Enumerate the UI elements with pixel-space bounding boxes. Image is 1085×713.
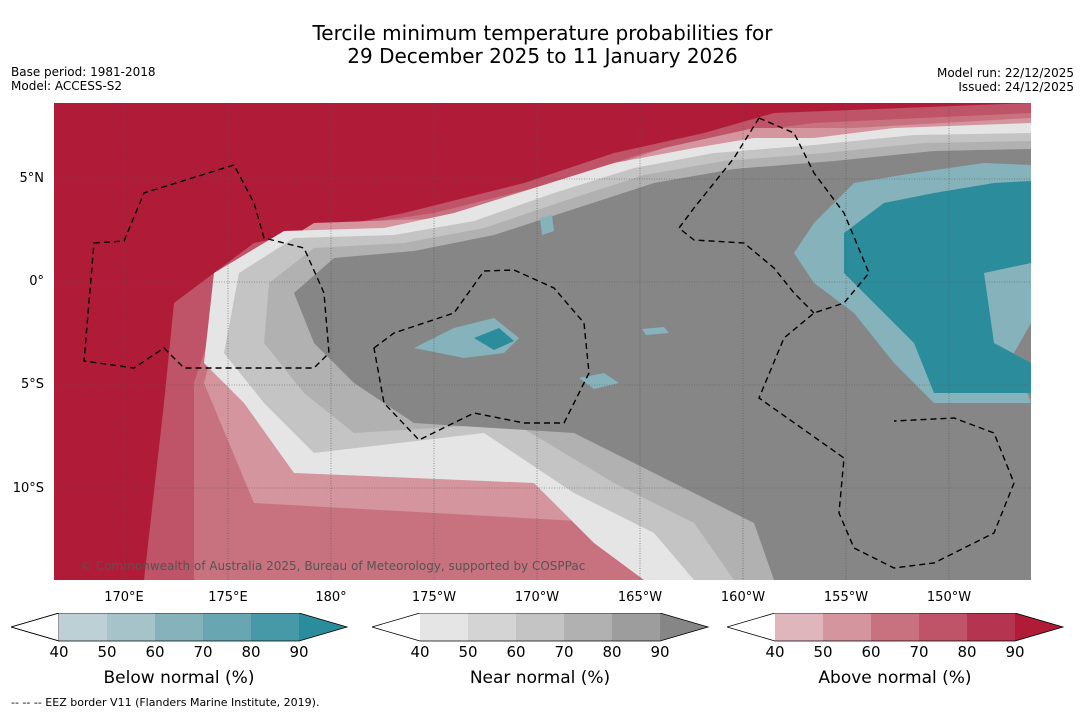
graticule: [54, 103, 1031, 580]
lat-label-0: 0°: [29, 274, 44, 289]
near-tick-70: 70: [554, 643, 574, 661]
map-title: Tercile minimum temperature probabilitie…: [0, 22, 1085, 68]
lon-label-155w: 155°W: [823, 590, 869, 605]
above-tick-60: 60: [861, 643, 881, 661]
lon-label-165w: 165°W: [617, 590, 663, 605]
probability-map: © Commonwealth of Australia 2025, Bureau…: [54, 103, 1031, 580]
map-canvas: [54, 103, 1031, 580]
below-tick-60: 60: [145, 643, 165, 661]
colorbar-above: [727, 613, 1065, 643]
lon-label-150w: 150°W: [926, 590, 972, 605]
below-patch-mid-core: [474, 328, 514, 350]
below-tick-40: 40: [49, 643, 69, 661]
lon-label-160w: 160°W: [720, 590, 766, 605]
below-tick-90: 90: [289, 643, 309, 661]
below-label: Below normal (%): [103, 668, 255, 688]
model-name: Model: ACCESS-S2: [11, 79, 123, 93]
lat-label-5n: 5°N: [19, 171, 45, 186]
model-run: Model run: 22/12/2025: [936, 66, 1074, 80]
near-tick-90: 90: [650, 643, 670, 661]
eez-borders: [83, 117, 1015, 569]
lon-label-175e: 175°E: [208, 590, 248, 605]
lon-label-175w: 175°W: [411, 590, 457, 605]
eez-footnote: -- -- -- EEZ border V11 (Flanders Marine…: [11, 696, 320, 709]
below-tick-70: 70: [193, 643, 213, 661]
colorbar-below: [11, 613, 349, 643]
meta-right: Model run: 22/12/2025 Issued: 24/12/2025: [937, 66, 1074, 94]
above-tick-80: 80: [957, 643, 977, 661]
near-tick-50: 50: [458, 643, 478, 661]
above-label: Above normal (%): [818, 668, 972, 688]
above-tick-90: 90: [1005, 643, 1025, 661]
above-tick-70: 70: [909, 643, 929, 661]
colorbar-near: [372, 613, 710, 643]
near-tick-80: 80: [602, 643, 622, 661]
issued-date: Issued: 24/12/2025: [958, 80, 1074, 94]
lon-label-180: 180°: [315, 590, 347, 605]
base-period: Base period: 1981-2018: [11, 65, 156, 79]
below-patch-small-3: [540, 215, 554, 235]
above-tick-40: 40: [765, 643, 785, 661]
title-line-1: Tercile minimum temperature probabilitie…: [312, 21, 773, 45]
near-tick-60: 60: [506, 643, 526, 661]
lon-label-170e: 170°E: [104, 590, 144, 605]
near-tick-40: 40: [410, 643, 430, 661]
below-tick-50: 50: [97, 643, 117, 661]
meta-left: Base period: 1981-2018 Model: ACCESS-S2: [11, 65, 156, 93]
above-tick-50: 50: [813, 643, 833, 661]
copyright-credit: © Commonwealth of Australia 2025, Bureau…: [80, 559, 586, 573]
lat-label-5s: 5°S: [20, 377, 44, 392]
title-line-2: 29 December 2025 to 11 January 2026: [347, 44, 738, 68]
lon-label-170w: 170°W: [514, 590, 560, 605]
lat-label-10s: 10°S: [12, 481, 44, 496]
near-label: Near normal (%): [469, 668, 611, 688]
below-patch-small-2: [642, 327, 669, 335]
below-tick-80: 80: [241, 643, 261, 661]
below-patch-east-core: [844, 181, 1031, 393]
